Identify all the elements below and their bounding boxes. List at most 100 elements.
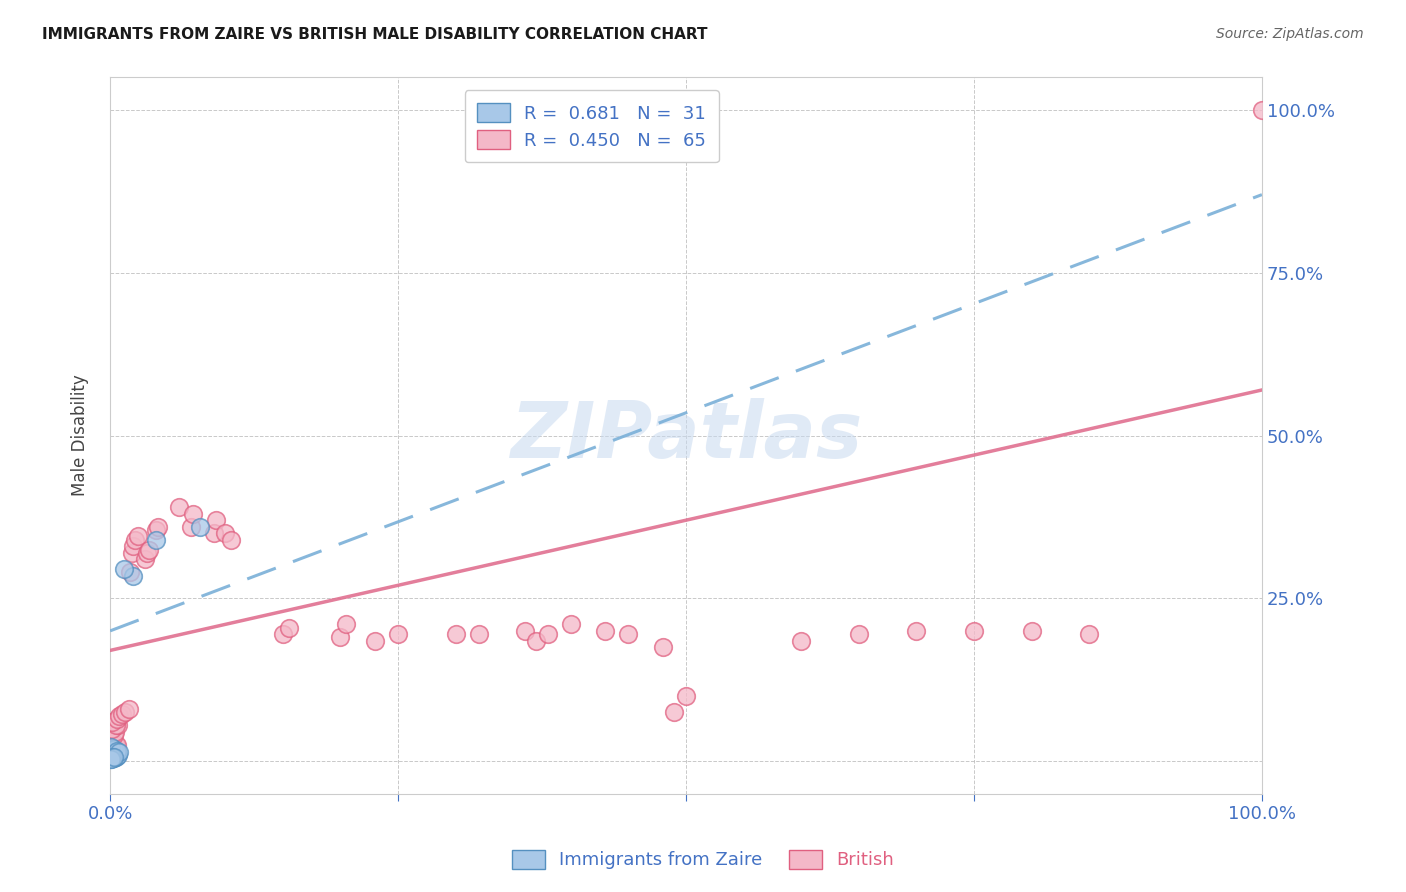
Point bbox=[181, 507, 204, 521]
Point bbox=[214, 526, 236, 541]
Point bbox=[104, 750, 127, 764]
Point bbox=[103, 747, 125, 762]
Point bbox=[444, 627, 467, 641]
Point bbox=[100, 731, 122, 746]
Y-axis label: Male Disability: Male Disability bbox=[72, 375, 89, 497]
Point bbox=[138, 542, 160, 557]
Point bbox=[134, 552, 156, 566]
Point bbox=[595, 624, 617, 638]
Point bbox=[101, 748, 124, 763]
Point bbox=[1251, 103, 1274, 117]
Point bbox=[277, 621, 299, 635]
Point bbox=[103, 742, 125, 756]
Point bbox=[104, 741, 127, 756]
Point bbox=[105, 744, 128, 758]
Point bbox=[108, 745, 131, 759]
Point bbox=[1078, 627, 1101, 641]
Point bbox=[675, 689, 697, 703]
Point bbox=[100, 742, 122, 756]
Point bbox=[101, 747, 124, 761]
Point bbox=[364, 633, 387, 648]
Point bbox=[1021, 624, 1043, 638]
Point bbox=[963, 624, 986, 638]
Point bbox=[110, 706, 132, 721]
Point bbox=[617, 627, 640, 641]
Point bbox=[513, 624, 536, 638]
Point bbox=[652, 640, 675, 655]
Point bbox=[104, 718, 127, 732]
Point bbox=[205, 513, 228, 527]
Point bbox=[114, 705, 136, 719]
Point bbox=[145, 523, 167, 537]
Point bbox=[104, 724, 127, 739]
Point bbox=[100, 742, 122, 756]
Point bbox=[219, 533, 242, 547]
Point bbox=[560, 617, 582, 632]
Point bbox=[100, 747, 122, 762]
Point bbox=[790, 633, 813, 648]
Text: IMMIGRANTS FROM ZAIRE VS BRITISH MALE DISABILITY CORRELATION CHART: IMMIGRANTS FROM ZAIRE VS BRITISH MALE DI… bbox=[42, 27, 707, 42]
Point bbox=[202, 526, 225, 541]
Point bbox=[103, 751, 125, 765]
Point bbox=[145, 533, 167, 547]
Point bbox=[103, 749, 125, 764]
Point bbox=[537, 627, 560, 641]
Point bbox=[148, 519, 170, 533]
Point bbox=[107, 748, 129, 763]
Point bbox=[848, 627, 870, 641]
Point bbox=[101, 751, 124, 765]
Point bbox=[104, 749, 127, 764]
Point bbox=[101, 748, 124, 763]
Point bbox=[167, 500, 190, 515]
Point bbox=[121, 546, 143, 560]
Point bbox=[101, 734, 124, 748]
Point bbox=[101, 714, 124, 729]
Point bbox=[100, 747, 122, 761]
Point bbox=[329, 631, 352, 645]
Point bbox=[104, 738, 127, 752]
Point bbox=[664, 706, 686, 720]
Point bbox=[105, 748, 128, 763]
Point bbox=[103, 728, 125, 742]
Point bbox=[103, 744, 125, 758]
Point bbox=[105, 712, 128, 726]
Point bbox=[127, 529, 149, 543]
Point bbox=[180, 519, 202, 533]
Point bbox=[104, 747, 127, 761]
Point bbox=[467, 627, 489, 641]
Point bbox=[105, 739, 128, 753]
Point bbox=[100, 751, 122, 765]
Point bbox=[100, 739, 122, 754]
Point bbox=[905, 624, 928, 638]
Point bbox=[100, 751, 122, 765]
Point bbox=[101, 722, 124, 736]
Point bbox=[100, 736, 122, 750]
Point bbox=[101, 744, 124, 758]
Point bbox=[387, 627, 409, 641]
Point bbox=[136, 546, 159, 560]
Point bbox=[118, 566, 141, 580]
Text: Source: ZipAtlas.com: Source: ZipAtlas.com bbox=[1216, 27, 1364, 41]
Point bbox=[104, 746, 127, 760]
Point bbox=[122, 539, 145, 553]
Point bbox=[117, 702, 139, 716]
Point bbox=[100, 747, 122, 761]
Point bbox=[107, 718, 129, 732]
Point bbox=[124, 533, 146, 547]
Point bbox=[103, 745, 125, 759]
Point bbox=[100, 747, 122, 762]
Point bbox=[122, 568, 145, 582]
Point bbox=[112, 562, 135, 576]
Point bbox=[524, 633, 547, 648]
Point bbox=[103, 745, 125, 759]
Point bbox=[101, 739, 124, 754]
Point bbox=[101, 750, 124, 764]
Point bbox=[100, 752, 122, 766]
Point bbox=[100, 749, 122, 764]
Point bbox=[108, 708, 131, 723]
Point bbox=[100, 744, 122, 758]
Legend: R =  0.681   N =  31, R =  0.450   N =  65: R = 0.681 N = 31, R = 0.450 N = 65 bbox=[464, 90, 718, 162]
Text: ZIPatlas: ZIPatlas bbox=[510, 398, 862, 474]
Point bbox=[335, 617, 357, 632]
Point bbox=[188, 519, 211, 533]
